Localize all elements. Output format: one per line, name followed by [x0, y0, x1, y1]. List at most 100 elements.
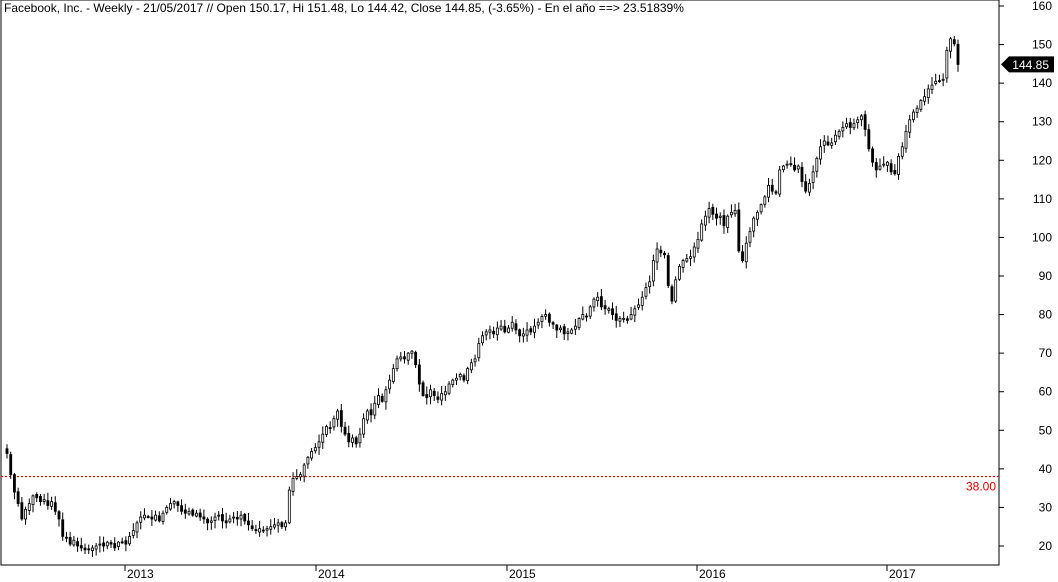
candle-body: [499, 325, 503, 330]
candle-body: [154, 514, 158, 521]
candle-body: [495, 327, 499, 336]
candle-body: [611, 308, 614, 315]
candle-body: [651, 260, 655, 282]
candle-body: [644, 287, 648, 297]
candle-body: [169, 503, 172, 510]
candle-body: [187, 510, 191, 515]
candle-body: [885, 161, 889, 166]
candle-body: [206, 518, 210, 524]
candle-body: [9, 454, 13, 476]
candle-body: [354, 437, 358, 445]
candle-body: [484, 331, 488, 336]
y-tick-label: 80: [1039, 308, 1053, 322]
candle-body: [191, 509, 195, 516]
candle-body: [209, 520, 213, 523]
candle-body: [443, 391, 447, 396]
y-tick-label: 20: [1039, 539, 1053, 553]
candle-body: [50, 501, 53, 507]
candle-body: [551, 322, 555, 325]
candle-body: [261, 529, 265, 532]
chart-title: Facebook, Inc. - Weekly - 21/05/2017 // …: [4, 1, 684, 15]
candle-body: [321, 433, 325, 443]
candle-body: [718, 215, 722, 218]
candle-body: [659, 249, 663, 254]
candle-body: [507, 327, 510, 333]
candle-body: [91, 547, 94, 551]
candle-body: [391, 368, 395, 382]
candle-body: [804, 181, 808, 192]
candle-body: [930, 84, 934, 91]
candle-body: [102, 542, 106, 547]
candle-body: [183, 509, 187, 514]
candle-body: [648, 281, 652, 288]
candle-body: [555, 324, 559, 331]
candle-body: [752, 217, 756, 232]
y-tick-label: 40: [1039, 462, 1053, 476]
candle-body: [325, 426, 328, 435]
candle-body: [287, 489, 291, 524]
candle-body: [503, 325, 507, 333]
candle-body: [172, 501, 176, 505]
candle-body: [878, 165, 882, 170]
candle-body: [871, 148, 874, 163]
candle-body: [65, 536, 68, 539]
candle-body: [68, 537, 72, 545]
candle-body: [250, 525, 254, 530]
candle-body: [425, 394, 429, 398]
candle-body: [406, 352, 410, 361]
candle-body: [235, 517, 239, 520]
candle-body: [76, 541, 80, 547]
y-tick-label: 30: [1039, 500, 1053, 514]
reference-line-label: 38.00: [966, 480, 996, 494]
candle-body: [455, 377, 458, 381]
candle-body: [811, 171, 815, 183]
candle-body: [243, 514, 247, 522]
candle-body: [239, 514, 243, 520]
candle-body: [53, 502, 57, 512]
candle-body: [157, 515, 161, 522]
candle-body: [521, 333, 525, 337]
candle-body: [748, 231, 752, 243]
candle-body: [833, 134, 837, 143]
candle-body: [859, 115, 863, 121]
candle-body: [893, 170, 897, 175]
candle-body: [640, 296, 644, 306]
candle-body: [417, 364, 421, 385]
x-tick-label: 2013: [127, 567, 154, 581]
candle-body: [384, 389, 388, 403]
candle-body: [120, 541, 124, 544]
candle-body: [306, 456, 310, 465]
candle-body: [912, 111, 915, 121]
candle-body: [377, 395, 380, 405]
candle-body: [232, 516, 236, 519]
candle-body: [113, 543, 117, 549]
candle-body: [421, 382, 425, 396]
candle-body: [677, 265, 681, 280]
candle-body: [867, 129, 871, 150]
candle-body: [369, 409, 373, 416]
candle-body: [273, 524, 276, 528]
candle-body: [592, 298, 596, 308]
candle-body: [570, 329, 574, 334]
candle-body: [945, 49, 949, 79]
candle-body: [774, 191, 778, 194]
candle-body: [388, 379, 392, 390]
candle-body: [547, 313, 551, 323]
candle-body: [358, 433, 362, 444]
candle-body: [533, 325, 536, 333]
candle-body: [863, 114, 867, 130]
candle-body: [837, 130, 841, 137]
y-tick-label: 120: [1032, 153, 1052, 167]
candle-body: [176, 501, 180, 506]
candle-body: [559, 327, 562, 331]
candle-body: [488, 329, 492, 333]
candle-body: [819, 146, 822, 160]
candle-body: [588, 306, 592, 317]
candle-body: [128, 535, 132, 545]
candle-body: [919, 100, 923, 110]
y-tick-label: 70: [1039, 346, 1053, 360]
candle-body: [562, 326, 566, 335]
candle-body: [938, 80, 941, 82]
